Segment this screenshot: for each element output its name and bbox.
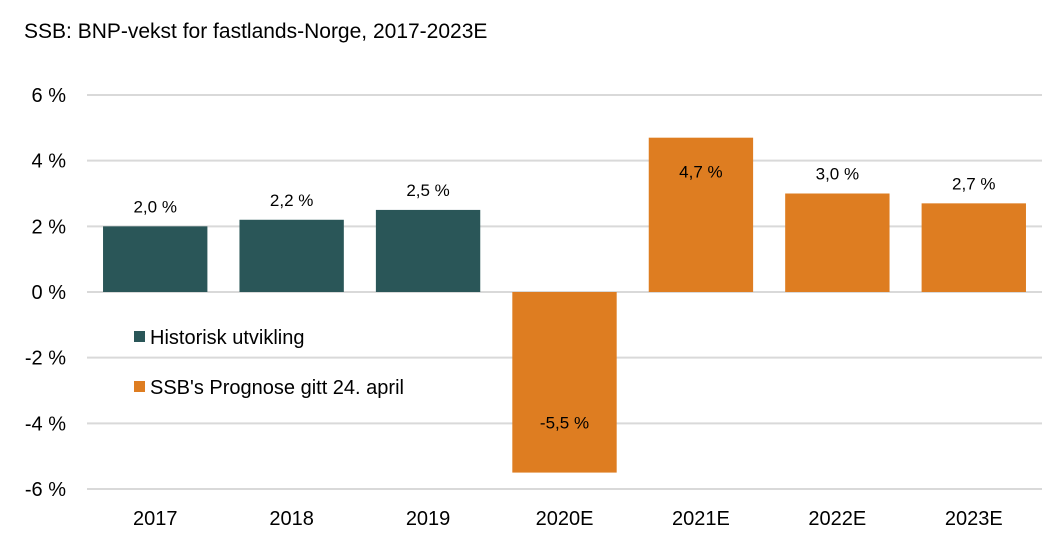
y-tick-label: 0 % xyxy=(32,282,67,304)
x-tick-label: 2017 xyxy=(133,508,178,530)
bar-2021e xyxy=(648,137,754,292)
bar-2022e xyxy=(785,193,890,292)
legend-swatch xyxy=(134,381,145,392)
x-tick-label: 2018 xyxy=(269,508,314,530)
data-label: -5,5 % xyxy=(540,414,589,433)
x-tick-label: 2022E xyxy=(808,508,866,530)
chart-title: SSB: BNP-vekst for fastlands-Norge, 2017… xyxy=(24,20,488,43)
legend-label: SSB's Prognose gitt 24. april xyxy=(150,377,404,399)
y-tick-label: -4 % xyxy=(25,413,66,435)
data-label: 3,0 % xyxy=(816,165,859,184)
x-axis-ticks: 2017 2018 2019 2020E 2021E 2022E 2023E xyxy=(133,508,1003,530)
legend: Historisk utvikling SSB's Prognose gitt 2… xyxy=(134,327,404,399)
data-label: 2,5 % xyxy=(406,181,449,200)
y-tick-label: 6 % xyxy=(32,85,67,107)
data-label: 2,2 % xyxy=(270,191,313,210)
legend-swatch xyxy=(134,331,145,342)
bars xyxy=(103,137,1026,473)
bar-2019 xyxy=(375,209,481,292)
data-label: 2,7 % xyxy=(952,174,995,193)
y-axis-ticks: 6 % 4 % 2 % 0 % -2 % -4 % -6 % xyxy=(25,85,66,501)
x-tick-label: 2020E xyxy=(536,508,594,530)
x-tick-label: 2023E xyxy=(945,508,1003,530)
data-labels: 2,0 % 2,2 % 2,5 % -5,5 % 4,7 % 3,0 % 2,7 % xyxy=(133,163,995,433)
legend-label: Historisk utvikling xyxy=(150,327,304,349)
bar-2020e xyxy=(512,292,617,473)
y-tick-label: -2 % xyxy=(25,348,66,370)
y-tick-label: 2 % xyxy=(32,216,67,238)
y-tick-label: -6 % xyxy=(25,479,66,501)
data-label: 4,7 % xyxy=(679,163,722,182)
y-tick-label: 4 % xyxy=(32,151,67,173)
bar-2017 xyxy=(103,226,208,292)
bar-2023e xyxy=(921,203,1026,292)
x-tick-label: 2019 xyxy=(406,508,451,530)
x-tick-label: 2021E xyxy=(672,508,730,530)
data-label: 2,0 % xyxy=(133,197,176,216)
bar-2018 xyxy=(239,219,344,292)
